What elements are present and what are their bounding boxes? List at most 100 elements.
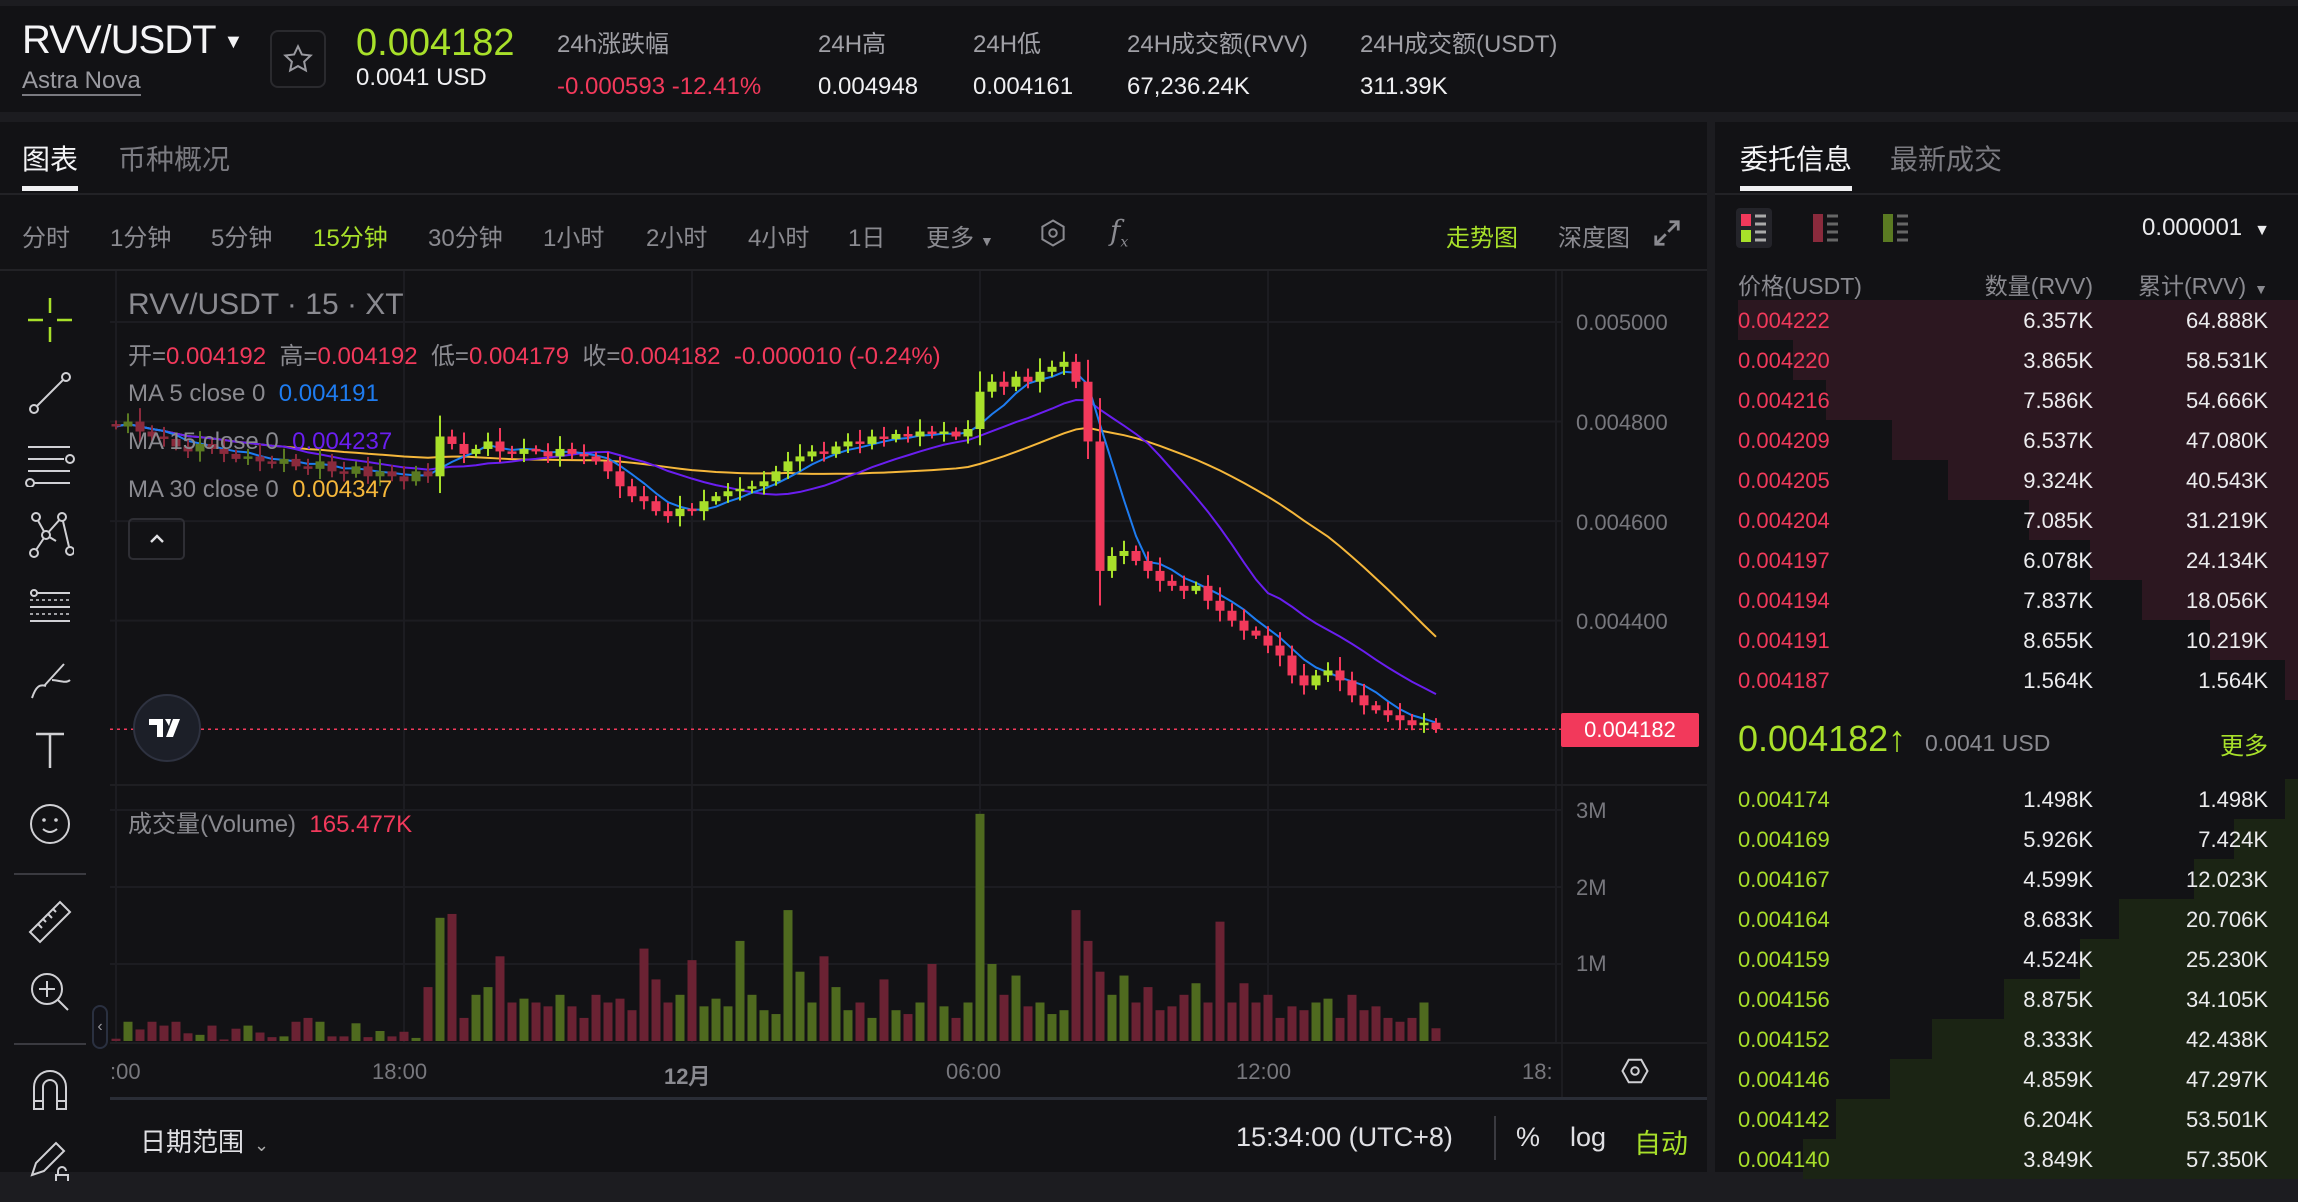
indicator-settings-icon[interactable] [1038, 218, 1068, 248]
caret-down-icon[interactable]: ▼ [223, 30, 244, 53]
tab-overview[interactable]: 币种概况 [118, 144, 231, 175]
volume-bar [495, 956, 505, 1041]
text-tool[interactable] [22, 722, 78, 778]
timeframe-15m[interactable]: 15分钟 [313, 225, 388, 252]
bid-row[interactable]: 0.004156 8.875K 34.105K [1715, 979, 2298, 1019]
prediction-tool[interactable] [22, 579, 78, 635]
bid-row[interactable]: 0.004174 1.498K 1.498K [1715, 779, 2298, 819]
log-scale-toggle[interactable]: log [1570, 1122, 1607, 1152]
pattern-tool[interactable] [22, 507, 78, 563]
chart-settings-icon[interactable] [1620, 1056, 1650, 1086]
time-tick: 18:00 [372, 1059, 428, 1084]
long-position-icon [30, 589, 70, 622]
ask-price: 0.004187 [1738, 668, 1830, 693]
timeframe-time[interactable]: 分时 [22, 225, 70, 252]
view-asks-button[interactable] [1808, 208, 1844, 248]
ma15-legend[interactable]: MA 15 close 0 0.004237 [128, 428, 392, 456]
ask-row[interactable]: 0.004194 7.837K 18.056K [1715, 580, 2298, 620]
volume-bar [423, 987, 433, 1041]
candle-body [1431, 722, 1441, 730]
horizontal-lines-tool[interactable] [22, 435, 78, 491]
precision-select[interactable]: 0.000001 ▼ [2142, 214, 2270, 242]
ma5-legend[interactable]: MA 5 close 0 0.004191 [128, 380, 379, 408]
candle-body [435, 436, 445, 477]
bid-row[interactable]: 0.004167 4.599K 12.023K [1715, 859, 2298, 899]
lock-drawings-tool[interactable] [22, 1131, 78, 1187]
bid-cum: 47.297K [2186, 1067, 2268, 1092]
timeframe-5m[interactable]: 5分钟 [211, 225, 273, 252]
fullscreen-icon[interactable] [1652, 218, 1682, 248]
percent-scale-toggle[interactable]: % [1516, 1122, 1541, 1152]
volume-bar [255, 1032, 265, 1041]
candle-body [651, 501, 661, 512]
candle-body [963, 429, 973, 437]
tab-order-book[interactable]: 委托信息 [1740, 144, 1853, 175]
bid-row[interactable]: 0.004164 8.683K 20.706K [1715, 899, 2298, 939]
timeframe-1m[interactable]: 1分钟 [110, 225, 172, 252]
ask-row[interactable]: 0.004197 6.078K 24.134K [1715, 540, 2298, 580]
bid-row[interactable]: 0.004146 4.859K 47.297K [1715, 1059, 2298, 1099]
tradingview-logo[interactable] [133, 694, 201, 762]
header-cumulative[interactable]: 累计(RVV) ▼ [2138, 267, 2268, 301]
brush-tool[interactable] [22, 652, 78, 708]
ask-row[interactable]: 0.004222 6.357K 64.888K [1715, 300, 2298, 340]
bid-row[interactable]: 0.004152 8.333K 42.438K [1715, 1019, 2298, 1059]
bid-row[interactable]: 0.004142 6.204K 53.501K [1715, 1099, 2298, 1139]
ask-row[interactable]: 0.004204 7.085K 31.219K [1715, 500, 2298, 540]
ask-row[interactable]: 0.004209 6.537K 47.080K [1715, 420, 2298, 460]
bid-price: 0.004164 [1738, 907, 1830, 932]
collapse-toolbar-button[interactable]: ‹ [92, 1005, 108, 1049]
volume-bar [1059, 1010, 1069, 1041]
trend-line-tool[interactable] [22, 365, 78, 421]
ask-row[interactable]: 0.004191 8.655K 10.219K [1715, 620, 2298, 660]
depth-bar [2194, 859, 2298, 899]
bid-price: 0.004146 [1738, 1067, 1830, 1092]
pair-selector[interactable]: RVV/USDT ▼ [22, 18, 244, 63]
stat-label: 24H高 [818, 31, 887, 58]
ask-qty: 3.865K [2023, 348, 2093, 373]
pair-name[interactable]: RVV/USDT [22, 18, 217, 62]
crosshair-tool[interactable] [22, 292, 78, 348]
date-range-selector[interactable]: 日期范围 ⌄ [140, 1122, 269, 1159]
timeframe-4h[interactable]: 4小时 [748, 225, 810, 252]
chevron-down-icon: ⌄ [254, 1135, 270, 1155]
magnet-tool[interactable] [22, 1061, 78, 1117]
more-button[interactable]: 更多 [2220, 733, 2268, 760]
view-bids-button[interactable] [1878, 208, 1914, 248]
ask-row[interactable]: 0.004205 9.324K 40.543K [1715, 460, 2298, 500]
timeframe-2h[interactable]: 2小时 [646, 225, 708, 252]
candle-body [507, 451, 517, 454]
bid-row[interactable]: 0.004159 4.524K 25.230K [1715, 939, 2298, 979]
bid-row[interactable]: 0.004140 3.849K 57.350K [1715, 1139, 2298, 1179]
measure-tool[interactable] [22, 892, 78, 948]
view-depth-chart[interactable]: 深度图 [1558, 225, 1630, 252]
collapse-legend-button[interactable] [128, 518, 185, 560]
view-trend-chart[interactable]: 走势图 [1446, 225, 1518, 252]
timeframe-1h[interactable]: 1小时 [543, 225, 605, 252]
bid-qty: 1.498K [2023, 787, 2093, 812]
orderbook-both-icon [1741, 214, 1766, 242]
chart-clock[interactable]: 15:34:00 (UTC+8) [1236, 1122, 1453, 1152]
ask-row[interactable]: 0.004220 3.865K 58.531K [1715, 340, 2298, 380]
coin-name-link[interactable]: Astra Nova [22, 67, 141, 96]
ma30-legend[interactable]: MA 30 close 0 0.004347 [128, 476, 392, 504]
indicators-fx-icon[interactable]: fx [1110, 214, 1129, 251]
candle-body [783, 461, 793, 472]
tab-latest-trades[interactable]: 最新成交 [1890, 144, 2003, 175]
auto-scale-toggle[interactable]: 自动 [1634, 1129, 1688, 1159]
view-both-button[interactable] [1736, 208, 1772, 248]
timeframe-more[interactable]: 更多 ▼ [926, 218, 994, 253]
volume-bar [1143, 987, 1153, 1041]
bid-row[interactable]: 0.004169 5.926K 7.424K [1715, 819, 2298, 859]
ask-row[interactable]: 0.004216 7.586K 54.666K [1715, 380, 2298, 420]
timeframe-30m[interactable]: 30分钟 [428, 225, 503, 252]
timeframe-1d[interactable]: 1日 [848, 225, 886, 252]
emoji-tool[interactable] [22, 796, 78, 852]
tab-chart[interactable]: 图表 [22, 144, 79, 175]
zoom-in-tool[interactable] [22, 964, 78, 1020]
depth-bar [2285, 779, 2298, 819]
ask-row[interactable]: 0.004187 1.564K 1.564K [1715, 660, 2298, 700]
favorite-button[interactable] [270, 30, 326, 88]
bid-cum: 57.350K [2186, 1147, 2268, 1172]
